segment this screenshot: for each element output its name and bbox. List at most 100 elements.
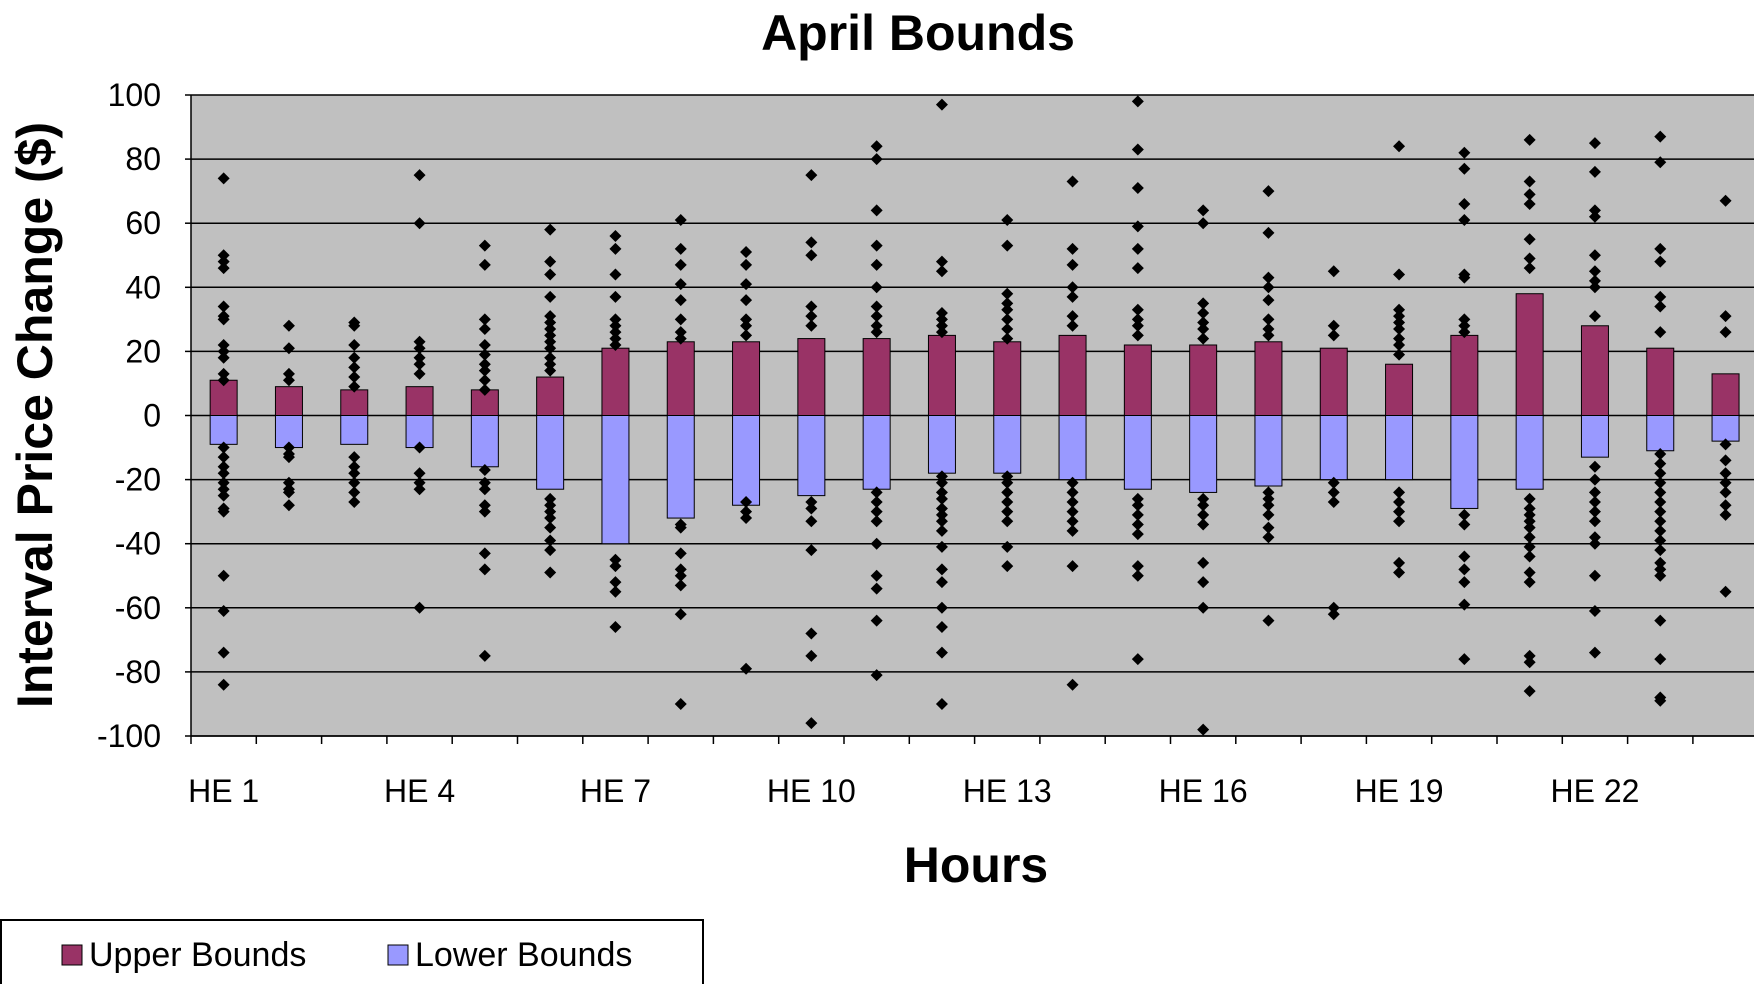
data-point bbox=[1066, 678, 1079, 691]
data-point bbox=[1131, 319, 1144, 332]
data-point bbox=[1001, 560, 1014, 573]
data-point bbox=[1719, 454, 1732, 467]
data-point bbox=[609, 313, 622, 326]
data-point bbox=[1393, 496, 1406, 509]
data-point bbox=[1523, 521, 1536, 534]
data-point bbox=[413, 601, 426, 614]
data-point bbox=[1001, 297, 1014, 310]
data-point bbox=[674, 326, 687, 339]
data-point bbox=[1458, 598, 1471, 611]
data-point bbox=[1327, 319, 1340, 332]
data-point bbox=[1001, 476, 1014, 489]
data-point bbox=[544, 316, 557, 329]
data-point bbox=[478, 483, 491, 496]
data-point bbox=[870, 537, 883, 550]
data-point bbox=[1131, 653, 1144, 666]
data-point bbox=[544, 512, 557, 525]
data-point bbox=[1523, 508, 1536, 521]
data-point bbox=[282, 476, 295, 489]
data-point bbox=[609, 332, 622, 345]
y-tick-label: 100 bbox=[108, 77, 161, 113]
data-point bbox=[1131, 313, 1144, 326]
data-point bbox=[1588, 486, 1601, 499]
bar-lower bbox=[993, 415, 1022, 474]
data-point bbox=[217, 351, 230, 364]
data-point bbox=[1131, 262, 1144, 275]
data-point bbox=[1654, 326, 1667, 339]
data-point bbox=[544, 223, 557, 236]
data-point bbox=[609, 585, 622, 598]
data-point bbox=[1719, 486, 1732, 499]
x-tick-label: HE 4 bbox=[384, 773, 455, 809]
data-point bbox=[1458, 319, 1471, 332]
data-point bbox=[1458, 518, 1471, 531]
data-point bbox=[1458, 313, 1471, 326]
data-point bbox=[674, 697, 687, 710]
y-tick-label: -40 bbox=[115, 526, 161, 562]
data-point bbox=[805, 649, 818, 662]
data-point bbox=[413, 335, 426, 348]
data-point bbox=[1393, 348, 1406, 361]
data-point bbox=[217, 489, 230, 502]
data-point bbox=[1588, 204, 1601, 217]
data-point bbox=[1197, 499, 1210, 512]
data-point bbox=[217, 505, 230, 518]
data-point bbox=[1393, 332, 1406, 345]
data-point bbox=[217, 467, 230, 480]
bar-upper bbox=[1711, 373, 1740, 416]
bar-upper bbox=[340, 389, 369, 416]
data-point bbox=[1066, 281, 1079, 294]
data-point bbox=[1393, 322, 1406, 335]
data-point bbox=[1066, 310, 1079, 323]
data-point bbox=[348, 371, 361, 384]
data-point bbox=[1654, 457, 1667, 470]
data-point bbox=[1066, 242, 1079, 255]
data-point bbox=[1523, 649, 1536, 662]
bar-lower bbox=[1189, 415, 1218, 493]
data-point bbox=[935, 306, 948, 319]
data-point bbox=[544, 358, 557, 371]
data-point bbox=[805, 502, 818, 515]
data-point bbox=[1458, 508, 1471, 521]
bar-lower bbox=[1123, 415, 1152, 490]
legend-box bbox=[0, 919, 704, 984]
data-point bbox=[1262, 313, 1275, 326]
data-point bbox=[413, 467, 426, 480]
data-point bbox=[282, 374, 295, 387]
data-point bbox=[217, 605, 230, 618]
data-point bbox=[478, 649, 491, 662]
data-point bbox=[1588, 165, 1601, 178]
data-point bbox=[674, 294, 687, 307]
data-point bbox=[478, 463, 491, 476]
data-point bbox=[1654, 130, 1667, 143]
bar-upper bbox=[1319, 347, 1348, 417]
data-point bbox=[1197, 508, 1210, 521]
data-point bbox=[217, 249, 230, 262]
data-point bbox=[478, 563, 491, 576]
legend-swatch-lower bbox=[387, 944, 409, 966]
data-point bbox=[1066, 496, 1079, 509]
bar-lower bbox=[536, 415, 565, 490]
bars bbox=[209, 293, 1740, 545]
data-point bbox=[870, 239, 883, 252]
data-point bbox=[1131, 560, 1144, 573]
data-point bbox=[1458, 576, 1471, 589]
data-point bbox=[544, 290, 557, 303]
data-point bbox=[1393, 268, 1406, 281]
data-point bbox=[1588, 569, 1601, 582]
y-axis-title: Interval Price Change ($) bbox=[7, 122, 63, 708]
data-point bbox=[674, 278, 687, 291]
data-point bbox=[1523, 133, 1536, 146]
data-point bbox=[1654, 156, 1667, 169]
data-point bbox=[1262, 185, 1275, 198]
data-point bbox=[413, 351, 426, 364]
data-point bbox=[348, 451, 361, 464]
y-tick-label: -20 bbox=[115, 462, 161, 498]
data-point bbox=[348, 361, 361, 374]
data-point bbox=[1066, 524, 1079, 537]
data-point bbox=[740, 496, 753, 509]
bar-upper bbox=[732, 341, 761, 416]
data-point bbox=[1654, 300, 1667, 313]
data-point bbox=[805, 319, 818, 332]
data-point bbox=[1197, 217, 1210, 230]
